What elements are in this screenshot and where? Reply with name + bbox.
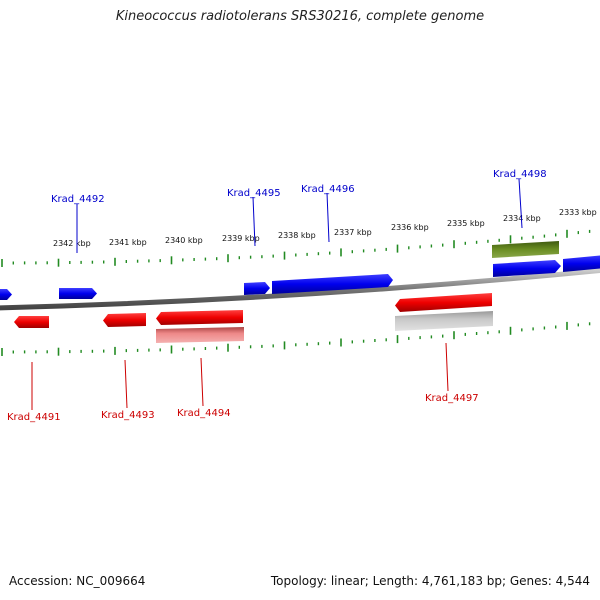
scale-labels: 2342 kbp 2341 kbp 2340 kbp 2339 kbp 2338… bbox=[53, 208, 597, 248]
kbp-label: 2337 kbp bbox=[334, 228, 372, 237]
scale-ticks-bottom bbox=[1, 321, 591, 356]
gene-label[interactable]: Krad_4492 bbox=[51, 194, 105, 205]
gene-arrow-reverse[interactable] bbox=[14, 316, 49, 328]
page-title: Kineococcus radiotolerans SRS30216, comp… bbox=[115, 9, 485, 24]
gene-arrow-forward[interactable] bbox=[563, 255, 600, 272]
label-leaders-top bbox=[76, 178, 523, 253]
genome-summary-text: Topology: linear; Length: 4,761,183 bp; … bbox=[270, 574, 590, 588]
kbp-label: 2338 kbp bbox=[278, 231, 316, 240]
reverse-strand-genes bbox=[14, 293, 492, 328]
kbp-label: 2336 kbp bbox=[391, 223, 429, 232]
gene-arrow-forward[interactable] bbox=[244, 282, 270, 295]
forward-strand-genes bbox=[0, 255, 600, 300]
scale-ticks-top bbox=[1, 229, 591, 267]
kbp-label: 2342 kbp bbox=[53, 239, 91, 248]
gene-label[interactable]: Krad_4498 bbox=[493, 169, 547, 180]
gene-arrow-forward[interactable] bbox=[272, 274, 393, 294]
gene-arrow-forward[interactable] bbox=[493, 260, 561, 277]
label-leaders-bottom bbox=[31, 342, 449, 410]
gene-arrow-reverse[interactable] bbox=[156, 310, 243, 325]
kbp-label: 2341 kbp bbox=[109, 238, 147, 247]
kbp-label: 2339 kbp bbox=[222, 234, 260, 243]
gene-label[interactable]: Krad_4493 bbox=[101, 410, 155, 421]
gene-arrow-reverse[interactable] bbox=[395, 293, 492, 312]
kbp-label: 2340 kbp bbox=[165, 236, 203, 245]
gene-label[interactable]: Krad_4497 bbox=[425, 393, 479, 404]
gene-label[interactable]: Krad_4495 bbox=[227, 188, 281, 199]
gene-label[interactable]: Krad_4494 bbox=[177, 408, 231, 419]
gene-arrow-forward[interactable] bbox=[59, 288, 97, 299]
rna-gene-block[interactable] bbox=[492, 241, 559, 258]
gene-label[interactable]: Krad_4496 bbox=[301, 184, 355, 195]
kbp-label: 2335 kbp bbox=[447, 219, 485, 228]
gene-arrow-reverse[interactable] bbox=[103, 313, 146, 327]
pseudogene-block[interactable] bbox=[156, 327, 244, 343]
gene-label[interactable]: Krad_4491 bbox=[7, 412, 61, 423]
genome-backbone bbox=[0, 267, 600, 311]
kbp-label: 2333 kbp bbox=[559, 208, 597, 217]
pseudogene-block[interactable] bbox=[395, 311, 493, 331]
accession-text: Accession: NC_009664 bbox=[9, 574, 146, 588]
gene-arrow-forward[interactable] bbox=[0, 289, 12, 300]
